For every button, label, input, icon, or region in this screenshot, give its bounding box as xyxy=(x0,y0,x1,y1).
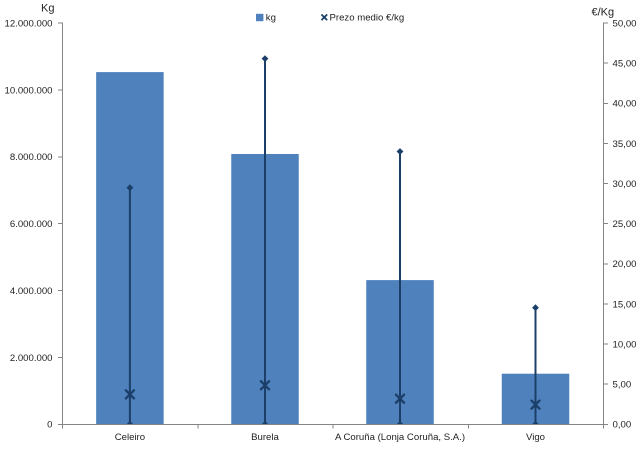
svg-text:Celeiro: Celeiro xyxy=(115,432,145,443)
svg-text:Vigo: Vigo xyxy=(526,432,545,443)
svg-text:€/Kg: €/Kg xyxy=(592,7,615,19)
svg-text:15,00: 15,00 xyxy=(613,299,637,310)
svg-text:20,00: 20,00 xyxy=(613,259,637,270)
svg-text:40,00: 40,00 xyxy=(613,99,637,110)
svg-text:6.000.000: 6.000.000 xyxy=(10,219,53,230)
svg-text:30,00: 30,00 xyxy=(613,179,637,190)
svg-text:kg: kg xyxy=(266,13,276,24)
svg-text:25,00: 25,00 xyxy=(613,219,637,230)
svg-text:Kg: Kg xyxy=(41,2,54,14)
svg-text:12.000.000: 12.000.000 xyxy=(4,18,52,29)
svg-text:5,00: 5,00 xyxy=(613,380,632,391)
svg-text:0,00: 0,00 xyxy=(613,420,632,431)
svg-text:2.000.000: 2.000.000 xyxy=(10,353,53,364)
svg-text:35,00: 35,00 xyxy=(613,139,637,150)
svg-text:50,00: 50,00 xyxy=(613,18,637,29)
svg-text:4.000.000: 4.000.000 xyxy=(10,286,53,297)
svg-text:8.000.000: 8.000.000 xyxy=(10,152,53,163)
svg-text:0: 0 xyxy=(47,420,52,431)
svg-text:A Coruña (Lonja Coruña, S.A.): A Coruña (Lonja Coruña, S.A.) xyxy=(335,432,465,443)
svg-text:Prezo medio €/kg: Prezo medio €/kg xyxy=(330,13,405,24)
svg-text:Burela: Burela xyxy=(251,432,279,443)
svg-text:10,00: 10,00 xyxy=(613,339,637,350)
svg-text:10.000.000: 10.000.000 xyxy=(4,85,52,96)
svg-text:45,00: 45,00 xyxy=(613,59,637,70)
